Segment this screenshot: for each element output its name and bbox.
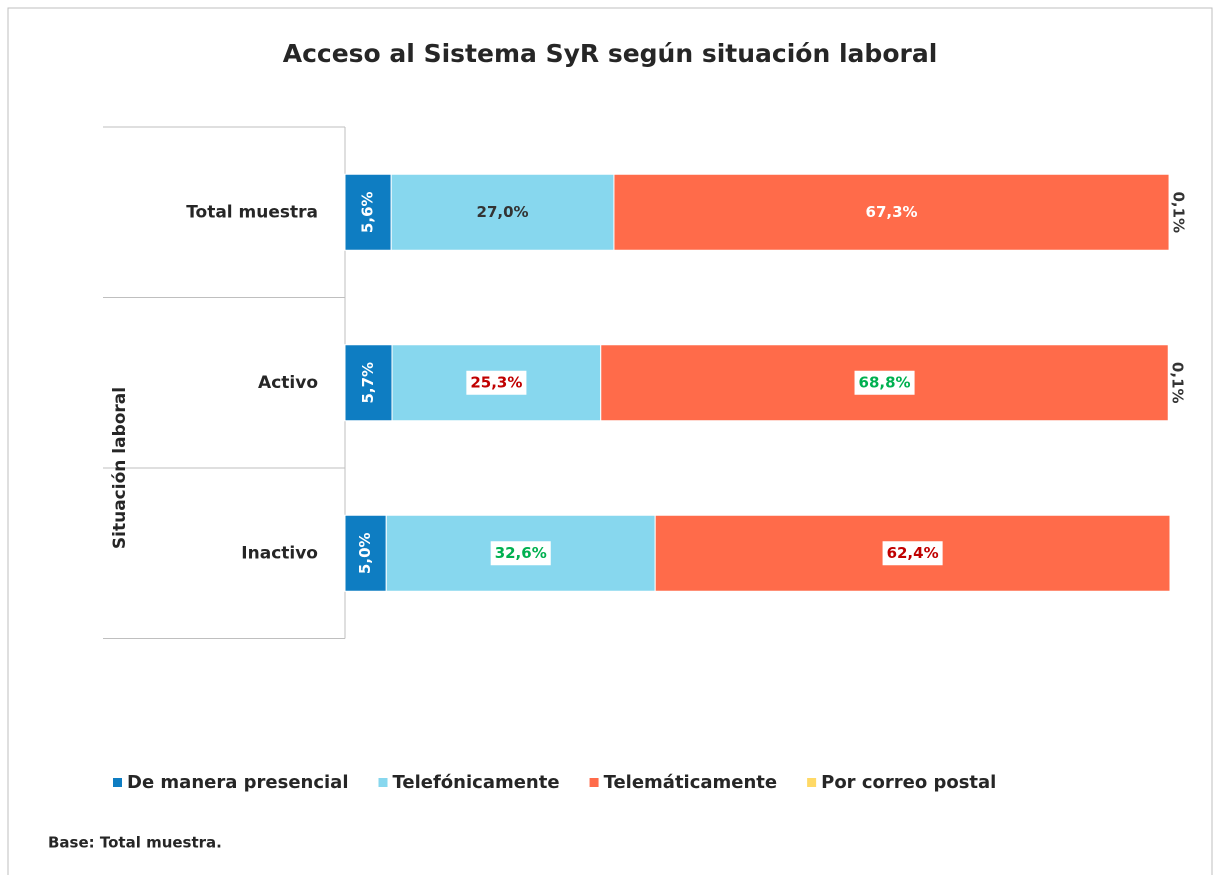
legend-label: De manera presencial bbox=[127, 772, 349, 793]
bar-segment bbox=[344, 173, 392, 251]
legend-swatch bbox=[113, 778, 122, 787]
data-label: 5,6% bbox=[359, 191, 377, 233]
label-box bbox=[490, 541, 551, 566]
data-label: 0,1% bbox=[1170, 191, 1188, 233]
footnote: Base: Total muestra. bbox=[48, 834, 222, 852]
category-label: Activo bbox=[258, 373, 318, 393]
bar-segment bbox=[1167, 344, 1170, 422]
chart-frame bbox=[7, 7, 1213, 875]
data-label: 68,8% bbox=[859, 373, 911, 391]
legend-label: Telemáticamente bbox=[604, 772, 778, 793]
data-label: 5,0% bbox=[356, 532, 374, 574]
label-box bbox=[882, 541, 943, 566]
label-box bbox=[466, 370, 527, 395]
legend-label: Por correo postal bbox=[821, 772, 996, 793]
legend-swatch bbox=[807, 778, 817, 787]
data-label: 62,4% bbox=[887, 544, 939, 562]
data-label: 32,6% bbox=[495, 544, 547, 562]
chart-title: Acceso al Sistema SyR según situación la… bbox=[283, 39, 938, 68]
data-label: 25,3% bbox=[470, 373, 522, 391]
bar-segment bbox=[1168, 173, 1171, 251]
category-label: Inactivo bbox=[241, 543, 318, 563]
legend-swatch bbox=[378, 778, 388, 787]
group-label: Situación laboral bbox=[110, 387, 130, 549]
data-label: 27,0% bbox=[477, 203, 529, 221]
bar-segment bbox=[390, 173, 615, 251]
bar-segment bbox=[613, 173, 1170, 251]
data-label: 0,1% bbox=[1169, 362, 1187, 404]
category-label: Total muestra bbox=[186, 202, 318, 222]
data-label: 67,3% bbox=[866, 203, 918, 221]
legend-label: Telefónicamente bbox=[393, 772, 560, 793]
bar-segment bbox=[344, 514, 387, 592]
data-label: 5,7% bbox=[359, 362, 377, 404]
legend-swatch bbox=[589, 778, 599, 787]
label-box bbox=[854, 370, 915, 395]
